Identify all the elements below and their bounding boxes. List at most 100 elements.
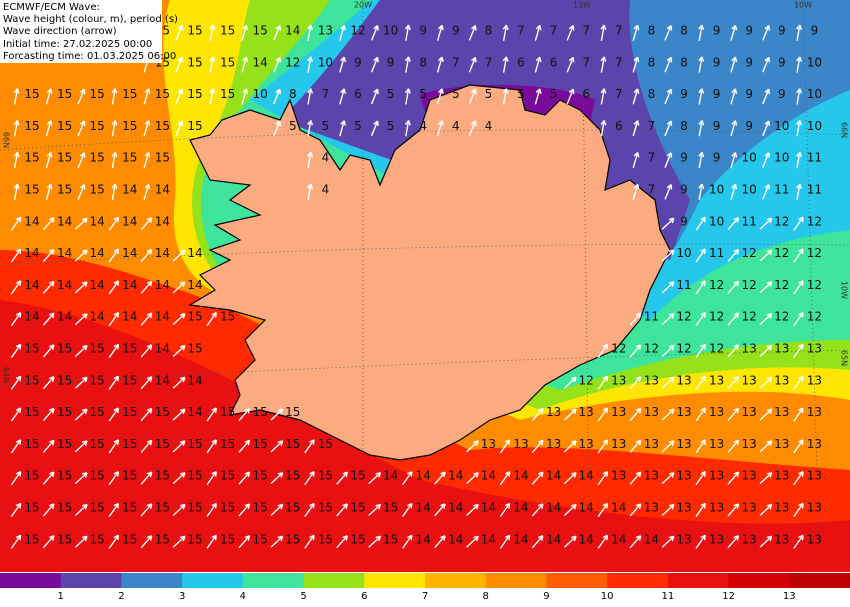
direction-arrow	[796, 152, 801, 169]
direction-arrow	[632, 88, 639, 105]
period-label: 7	[550, 24, 558, 38]
period-label: 12	[579, 373, 594, 387]
direction-arrow	[695, 280, 706, 295]
period-label: 15	[122, 405, 137, 419]
arrow-head	[602, 534, 609, 541]
header-line: Wave height (colour, m), period (s)	[3, 14, 178, 25]
period-label: 10	[742, 151, 757, 165]
arrow-head	[244, 471, 251, 478]
period-label: 13	[611, 469, 626, 483]
direction-arrow	[10, 344, 22, 358]
direction-arrow	[241, 88, 248, 105]
direction-arrow	[759, 472, 773, 485]
direction-arrow	[563, 408, 577, 421]
arrow-head	[733, 439, 740, 446]
period-label: 14	[57, 310, 72, 324]
arrow-head	[668, 217, 675, 224]
direction-arrow	[466, 472, 479, 485]
arrow-head	[15, 248, 22, 255]
header-line: Forcasting time: 01.03.2025 06:00	[3, 51, 176, 62]
period-label: 13	[709, 501, 724, 515]
period-label: 14	[611, 532, 626, 546]
arrow-head	[535, 24, 542, 31]
direction-arrow	[727, 249, 739, 263]
direction-arrow	[466, 440, 479, 453]
direction-arrow	[238, 471, 250, 485]
grid-label: 10W	[840, 281, 849, 299]
direction-arrow	[74, 472, 88, 485]
period-label: 15	[187, 87, 202, 101]
direction-arrow	[436, 56, 443, 73]
direction-arrow	[502, 24, 508, 42]
direction-arrow	[698, 120, 703, 137]
arrow-head	[373, 56, 379, 63]
direction-arrow	[661, 376, 675, 389]
period-label: 14	[24, 214, 39, 228]
arrow-head	[46, 88, 53, 94]
arrow-head	[406, 471, 413, 477]
period-label: 15	[155, 151, 170, 165]
arrow-head	[537, 471, 544, 478]
period-label: 12	[774, 214, 789, 228]
arrow-head	[209, 88, 216, 94]
arrow-head	[571, 408, 577, 415]
legend-swatch	[425, 573, 487, 588]
direction-arrow	[730, 25, 737, 41]
period-label: 15	[318, 469, 333, 483]
arrow-head	[437, 120, 444, 126]
direction-arrow	[74, 504, 88, 516]
arrow-head	[635, 376, 642, 382]
arrow-head	[113, 534, 120, 541]
arrow-head	[144, 183, 151, 190]
period-label: 15	[220, 437, 235, 451]
period-label: 15	[155, 501, 170, 515]
period-label: 6	[550, 55, 558, 69]
arrow-head	[766, 217, 773, 224]
period-label: 10	[253, 87, 268, 101]
arrow-head	[307, 151, 314, 158]
arrow-head	[733, 503, 740, 509]
period-label: 6	[354, 87, 362, 101]
period-label: 15	[90, 532, 105, 546]
period-label: 13	[676, 532, 691, 546]
direction-arrow	[629, 376, 642, 390]
arrow-head	[15, 216, 22, 223]
legend-label: 11	[661, 591, 674, 602]
period-label: 15	[220, 532, 235, 546]
arrow-head	[568, 88, 575, 95]
arrow-head	[796, 24, 803, 31]
period-label: 15	[122, 373, 137, 387]
direction-arrow	[368, 472, 381, 485]
period-label: 8	[680, 119, 688, 133]
direction-arrow	[695, 312, 706, 327]
arrow-head	[796, 120, 803, 126]
legend-label: 3	[179, 591, 185, 602]
direction-arrow	[730, 120, 737, 137]
direction-arrow	[661, 535, 675, 548]
direction-arrow	[74, 217, 88, 230]
direction-arrow	[402, 471, 413, 486]
period-label: 13	[513, 437, 528, 451]
arrow-head	[633, 152, 640, 158]
period-label: 7	[648, 183, 656, 197]
arrow-head	[340, 88, 346, 94]
arrow-head	[15, 280, 22, 286]
period-label: 15	[220, 310, 235, 324]
arrow-head	[602, 375, 609, 382]
direction-arrow	[42, 535, 55, 549]
direction-arrow	[111, 120, 116, 137]
direction-arrow	[10, 503, 22, 517]
direction-arrow	[661, 281, 675, 294]
period-label: 9	[713, 151, 721, 165]
direction-arrow	[597, 407, 608, 422]
direction-arrow	[74, 249, 88, 262]
direction-arrow	[304, 534, 315, 549]
arrow-head	[177, 88, 184, 95]
arrow-head	[82, 313, 88, 319]
period-label: 5	[387, 119, 395, 133]
direction-arrow	[10, 280, 22, 295]
period-label: 15	[24, 119, 39, 133]
period-label: 12	[644, 342, 659, 356]
period-label: 14	[481, 532, 496, 546]
direction-arrow	[175, 57, 183, 73]
